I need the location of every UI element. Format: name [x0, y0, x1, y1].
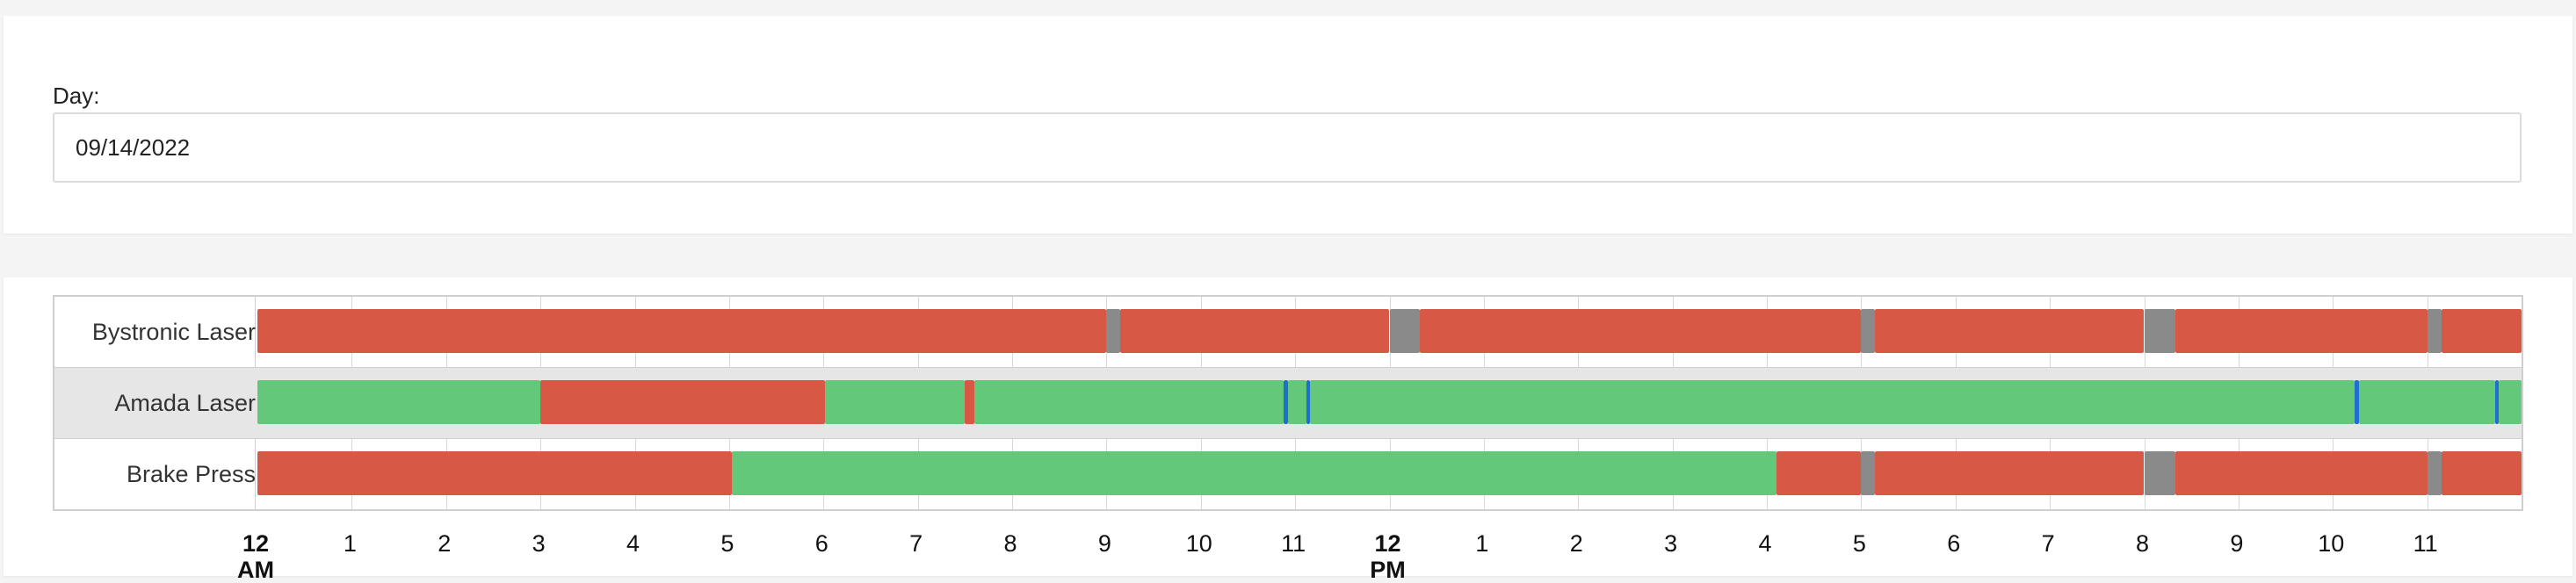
hour-tick-text: 3 — [1664, 530, 1678, 557]
hour-tick-label: 12 PM — [1370, 530, 1406, 583]
hour-tick-text: 2 — [438, 530, 452, 557]
hour-tick-label: 5 — [1853, 530, 1866, 557]
status-segment-gray[interactable] — [2427, 451, 2442, 495]
status-segment-red[interactable] — [257, 451, 733, 495]
hour-tick-label: 7 — [909, 530, 923, 557]
hour-tick-label: 4 — [626, 530, 640, 557]
hour-tick-text: 2 — [1569, 530, 1583, 557]
status-segment-blue[interactable] — [2354, 380, 2360, 424]
hour-tick-label: 5 — [720, 530, 734, 557]
hour-tick-text: 7 — [909, 530, 923, 557]
day-filter-card: Day: — [4, 16, 2572, 234]
day-label: Day: — [53, 83, 100, 109]
hour-tick-label: 1 — [344, 530, 357, 557]
hour-tick-text: 9 — [2230, 530, 2244, 557]
machine-name-label: Bystronic Laser — [91, 319, 256, 345]
status-segment-gray[interactable] — [1389, 309, 1420, 353]
status-segment-green[interactable] — [732, 451, 1776, 495]
hour-tick-label: 11 — [1281, 530, 1306, 557]
status-segment-green[interactable] — [2359, 380, 2495, 424]
hour-tick-text: 6 — [814, 530, 829, 557]
status-segment-red[interactable] — [1875, 309, 2145, 353]
status-segment-red[interactable] — [2174, 451, 2428, 495]
machine-timeline-card: Bystronic Laser Amada Laser Brake Press 12… — [4, 277, 2572, 583]
hour-tick-text: 8 — [1003, 530, 1017, 557]
status-segment-red[interactable] — [2174, 309, 2428, 353]
timeline-row: Amada Laser — [54, 368, 2522, 439]
machine-name-label: Amada Laser — [114, 390, 256, 416]
hour-tick-label: 3 — [532, 530, 546, 557]
timeline-row: Brake Press — [54, 439, 2522, 510]
hour-tick-text: 3 — [532, 530, 546, 557]
status-segment-green[interactable] — [257, 380, 541, 424]
status-segment-blue[interactable] — [1284, 380, 1288, 424]
status-segment-green[interactable] — [1287, 380, 1306, 424]
hour-tick-text: 11 — [2413, 530, 2438, 557]
hour-tick-text: 11 — [1281, 530, 1306, 557]
hour-tick-text: 7 — [2041, 530, 2055, 557]
status-segment-gray[interactable] — [1861, 451, 1876, 495]
time-axis: 12 AM 1 2 3 4 5 6 7 8 9 10 11 12 PM 1 2 3 4 5 6 7 8 9 10 11 — [53, 530, 2523, 583]
status-segment-gray[interactable] — [2427, 309, 2442, 353]
hour-tick-label: 6 — [815, 530, 829, 557]
hour-tick-label: 2 — [438, 530, 451, 557]
hour-tick-label: 8 — [1003, 530, 1017, 557]
status-segment-blue[interactable] — [1306, 380, 1311, 424]
machine-timeline-chart: Bystronic Laser Amada Laser Brake Press — [53, 295, 2523, 511]
status-segment-red[interactable] — [1776, 451, 1862, 495]
status-segment-red[interactable] — [540, 380, 826, 424]
status-segment-green[interactable] — [974, 380, 1284, 424]
hour-tick-text: 1 — [343, 530, 357, 557]
hour-tick-text: 8 — [2135, 530, 2150, 557]
status-segment-red[interactable] — [1875, 451, 2145, 495]
hour-tick-label: 6 — [1947, 530, 1960, 557]
hour-tick-label: 10 — [1186, 530, 1212, 557]
hour-tick-label: 10 — [2318, 530, 2344, 557]
hour-tick-label: 9 — [1098, 530, 1111, 557]
hour-tick-label: 2 — [1570, 530, 1583, 557]
hour-tick-text: 10 — [2318, 530, 2345, 557]
status-segment-red[interactable] — [1419, 309, 1862, 353]
status-segment-gray[interactable] — [2144, 451, 2175, 495]
status-segment-green[interactable] — [2499, 380, 2522, 424]
status-segment-gray[interactable] — [2144, 309, 2175, 353]
hour-tick-label: 9 — [2230, 530, 2243, 557]
status-segment-red[interactable] — [2441, 451, 2522, 495]
hour-tick-text: 6 — [1947, 530, 1961, 557]
timeline-row: Bystronic Laser — [54, 297, 2522, 368]
hour-tick-label: 11 — [2413, 530, 2438, 557]
day-date-input[interactable] — [53, 112, 2522, 183]
hour-tick-text: 9 — [1097, 530, 1111, 557]
hour-tick-text: 1 — [1475, 530, 1489, 557]
hour-tick-label: 1 — [1475, 530, 1488, 557]
hour-tick-label: 8 — [2136, 530, 2149, 557]
hour-tick-label: 7 — [2042, 530, 2055, 557]
hour-tick-text: 5 — [720, 530, 734, 557]
status-segment-red[interactable] — [1120, 309, 1390, 353]
status-segment-gray[interactable] — [1106, 309, 1121, 353]
hour-tick-text: 4 — [626, 530, 640, 557]
status-segment-gray[interactable] — [1861, 309, 1876, 353]
hour-tick-text: 4 — [1758, 530, 1772, 557]
hour-tick-label: 3 — [1664, 530, 1677, 557]
status-segment-red[interactable] — [965, 380, 975, 424]
hour-tick-label: 12 AM — [237, 530, 274, 583]
status-segment-red[interactable] — [2441, 309, 2522, 353]
meridiem-label: PM — [1370, 557, 1406, 583]
hour-tick-text: 12 — [1374, 530, 1401, 557]
status-segment-red[interactable] — [257, 309, 1107, 353]
status-segment-green[interactable] — [1310, 380, 2355, 424]
hour-tick-text: 12 — [242, 530, 270, 557]
meridiem-label: AM — [237, 557, 274, 583]
hour-tick-label: 4 — [1758, 530, 1771, 557]
machine-name-label: Brake Press — [126, 461, 256, 487]
hour-tick-text: 10 — [1185, 530, 1212, 557]
status-segment-blue[interactable] — [2494, 380, 2500, 424]
status-segment-green[interactable] — [825, 380, 966, 424]
hour-tick-text: 5 — [1852, 530, 1866, 557]
